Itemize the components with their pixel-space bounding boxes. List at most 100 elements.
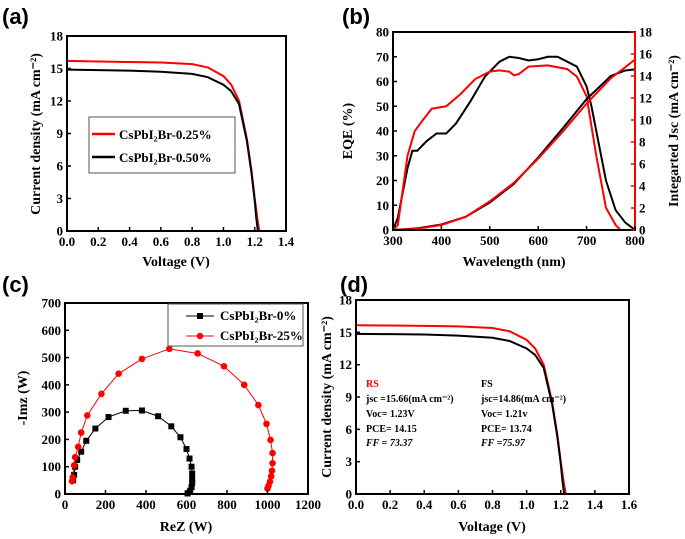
c-ytick-label: 0 (55, 487, 62, 502)
c-xtick-label: 1000 (255, 497, 281, 512)
d-ytick-label: 18 (339, 293, 353, 308)
b-y2tick-label: 6 (639, 157, 646, 172)
a-xtick-label: 1.2 (247, 234, 263, 249)
c-point (165, 345, 173, 353)
panel-label-c: (c) (2, 272, 29, 297)
a-xtick-label: 0.6 (153, 234, 170, 249)
d-xtick-label: 0.6 (450, 497, 467, 512)
c-legend-marker-square (197, 313, 203, 319)
b-ytick-label: 10 (376, 198, 389, 213)
a-xlabel: Voltage (V) (142, 255, 210, 270)
c-point (138, 407, 145, 414)
a-xtick-label: 0.8 (184, 234, 201, 249)
a-xtick-label: 0.0 (59, 234, 75, 249)
b-xtick-label: 300 (383, 233, 403, 248)
b-series-line-0 (392, 55, 636, 231)
d-xtick-label: 0.2 (382, 497, 398, 512)
d-series-line-1 (355, 332, 566, 495)
a-xtick-label: 1.0 (215, 234, 231, 249)
d-plot: 0.0 0.2 0.4 0.6 0.8 1.0 1.2 1.4 1.6 0 3 6 9 12 15 18 (339, 293, 638, 513)
c-point (255, 401, 262, 409)
d-xtick-label: 0.8 (484, 497, 501, 512)
c-ytick-label: 300 (42, 405, 62, 420)
b-ytick-label: 50 (376, 99, 389, 114)
c-point (69, 474, 76, 481)
a-ytick-label: 15 (50, 61, 64, 76)
c-point (188, 463, 195, 470)
d-ytick-label: 15 (339, 325, 353, 340)
d-xtick-label: 1.4 (587, 497, 604, 512)
b-ytick-label: 60 (376, 74, 389, 89)
c-point (194, 350, 201, 357)
c-point (70, 462, 78, 469)
c-xlabel: ReZ (W) (160, 520, 213, 535)
a-ytick-label: 6 (57, 159, 64, 174)
b-xtick-label: 700 (577, 233, 597, 248)
c-xtick-label: 1200 (295, 497, 321, 512)
b-xtick-label: 800 (625, 233, 645, 248)
b-ytick-label: 40 (376, 124, 389, 139)
d-annotations: RS jsc =15.66(mA cm⁻²) Voc= 1.23V PCE= 1… (365, 379, 566, 449)
a-ytick-label: 9 (57, 126, 64, 141)
d-fs-pce: PCE= 13.74 (481, 424, 532, 435)
d-ylabel: Current density (mA cm⁻²) (320, 316, 335, 478)
c-point (168, 423, 175, 430)
d-ytick-label: 0 (346, 487, 353, 502)
a-plot: 0.0 0.2 0.4 0.6 0.8 1.0 1.2 1.4 0 3 6 9 12 15 18 (50, 29, 295, 250)
b-series-line-2 (392, 68, 636, 231)
a-ylabel: Current density (mA cm⁻²) (29, 53, 44, 215)
b-y2tick-label: 18 (639, 25, 653, 40)
c-point (188, 484, 195, 491)
c-point (189, 480, 196, 487)
c-series-line-0 (72, 410, 193, 494)
c-point (74, 443, 82, 451)
c-legend-marker-circle (196, 332, 204, 340)
d-ytick-label: 3 (346, 454, 353, 469)
b-xtick-label: 400 (432, 233, 452, 248)
b-xlabel: Wavelength (nm) (462, 255, 565, 270)
c-point (83, 437, 90, 444)
c-point (78, 448, 85, 455)
panel-label-d: (d) (340, 272, 368, 297)
b-xtick-label: 600 (528, 233, 548, 248)
c-point (74, 456, 81, 463)
d-ytick-label: 6 (346, 422, 353, 437)
d-fs-voc: Voc= 1.21v (481, 409, 527, 420)
d-ytick-label: 12 (339, 357, 352, 372)
d-rs-voc: Voc= 1.23V (366, 409, 415, 420)
c-xtick-label: 400 (136, 497, 156, 512)
a-ytick-label: 18 (50, 29, 64, 44)
c-xtick-label: 0 (62, 497, 69, 512)
b-plot: 300 400 500 600 700 8000102030405060708002468… (376, 25, 653, 249)
b-y2tick-label: 8 (639, 135, 646, 150)
c-point (83, 412, 91, 419)
b-ytick-label: 30 (376, 148, 389, 163)
b-ylabel: EQE (%) (341, 102, 356, 159)
a-xtick-label: 0.2 (90, 234, 106, 249)
c-ytick-label: 200 (42, 432, 62, 447)
c-series-line-1 (71, 348, 274, 489)
b-y2tick-label: 14 (639, 69, 653, 84)
c-point (92, 425, 99, 432)
d-fs-ff: FF =75.97 (480, 438, 526, 449)
b-series-line-1 (392, 64, 635, 231)
c-ytick-label: 100 (42, 459, 62, 474)
b-ytick-label: 80 (376, 25, 389, 40)
c-point (71, 453, 79, 461)
c-point (186, 455, 193, 462)
c-point (264, 485, 271, 492)
c-point (77, 429, 85, 436)
d-rs-title: RS (366, 379, 379, 390)
c-ytick-label: 500 (42, 350, 62, 365)
a-legend-label-2: CsPbI₂Br-0.50% (119, 150, 212, 165)
c-point (105, 414, 112, 421)
c-point (269, 449, 276, 457)
b-y2tick-label: 16 (639, 47, 653, 62)
b-y2tick-label: 2 (639, 201, 646, 216)
c-point (177, 434, 184, 441)
d-xtick-label: 1.2 (553, 497, 569, 512)
a-legend (88, 116, 236, 174)
b-ytick-label: 70 (376, 49, 389, 64)
c-ylabel: -Imz (W) (16, 370, 31, 425)
